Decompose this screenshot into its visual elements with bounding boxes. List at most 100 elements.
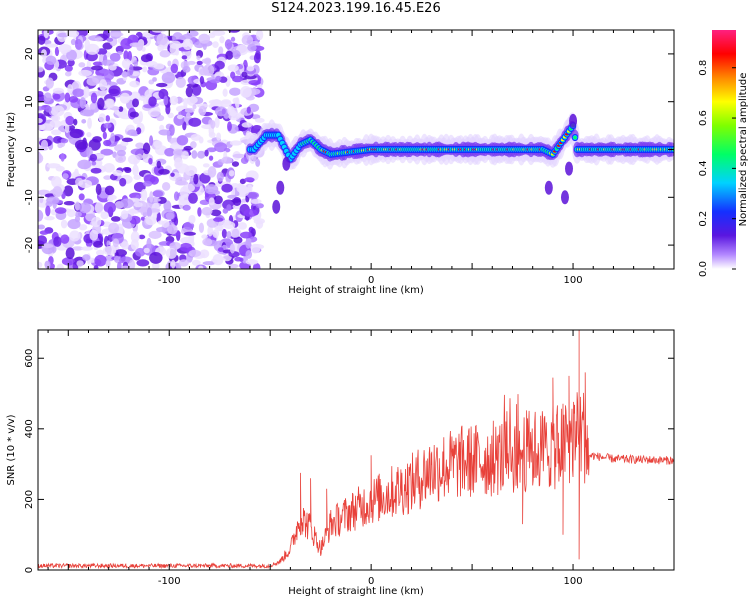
- noise-cell: [241, 71, 248, 78]
- noise-cell: [38, 35, 46, 45]
- noise-cell: [63, 201, 75, 206]
- colorbar-tick-label: 0.0: [698, 261, 709, 277]
- noise-cell: [188, 192, 198, 204]
- noise-cell: [69, 128, 84, 139]
- noise-cell: [225, 50, 234, 60]
- noise-cell: [100, 211, 109, 220]
- colorbar-tick-label: 0.2: [698, 211, 709, 227]
- noise-cell: [197, 207, 202, 217]
- noise-cell: [76, 30, 88, 37]
- noise-cell: [216, 171, 224, 182]
- signal-blob: [560, 190, 569, 205]
- noise-cell: [58, 43, 72, 53]
- noise-cell: [116, 261, 122, 269]
- noise-cell: [45, 106, 52, 113]
- y-axis-label: SNR (10 * v/v): [6, 414, 17, 485]
- noise-cell: [167, 224, 178, 235]
- noise-cell: [227, 194, 237, 199]
- noise-cell: [129, 64, 134, 76]
- noise-cell: [182, 38, 193, 50]
- noise-cell: [227, 64, 239, 72]
- noise-cell: [81, 119, 87, 124]
- plot-frame: [37, 329, 675, 571]
- noise-cell: [104, 185, 115, 196]
- noise-cell: [212, 229, 220, 238]
- noise-cell: [142, 151, 150, 163]
- noise-cell: [131, 71, 141, 77]
- noise-cell: [199, 172, 211, 184]
- noise-cell: [66, 209, 76, 218]
- noise-cell: [198, 105, 207, 116]
- noise-cell: [178, 197, 184, 209]
- noise-cell: [226, 204, 232, 212]
- noise-cell: [119, 92, 131, 104]
- x-tick-label: 100: [564, 275, 583, 286]
- noise-cell: [212, 253, 224, 266]
- noise-cell: [191, 259, 201, 266]
- noise-cell: [133, 59, 139, 67]
- y-tick-label: 400: [24, 419, 35, 438]
- noise-cell: [123, 50, 129, 61]
- noise-cell: [215, 75, 222, 82]
- noise-cell: [228, 170, 235, 177]
- noise-cell: [255, 219, 264, 229]
- noise-cell: [57, 142, 63, 149]
- noise-cell: [201, 234, 208, 239]
- x-axis-label: Height of straight line (km): [288, 586, 424, 597]
- noise-cell: [67, 59, 75, 67]
- noise-cell: [149, 191, 154, 203]
- noise-cell: [157, 196, 167, 204]
- signal-blob: [569, 113, 578, 128]
- noise-cell: [66, 49, 77, 61]
- noise-cell: [183, 145, 194, 151]
- noise-cell: [153, 63, 165, 70]
- noise-cell: [112, 238, 120, 248]
- noise-cell: [94, 37, 104, 42]
- y-tick-label: 200: [24, 490, 35, 509]
- noise-cell: [185, 112, 191, 119]
- y-tick-label: 0: [24, 567, 35, 573]
- noise-cell: [192, 104, 197, 110]
- noise-cell: [38, 261, 43, 269]
- noise-cell: [221, 228, 227, 239]
- noise-cell: [190, 141, 197, 149]
- noise-cell: [61, 257, 76, 266]
- noise-cell: [74, 38, 83, 50]
- noise-cell: [45, 205, 51, 217]
- spectrogram-cells: [38, 30, 674, 269]
- noise-cell: [103, 122, 112, 129]
- noise-cell: [167, 60, 172, 67]
- noise-cell: [232, 153, 246, 159]
- noise-cell: [213, 195, 223, 205]
- noise-cell: [239, 231, 253, 239]
- noise-cell: [38, 151, 42, 163]
- noise-cell: [172, 148, 183, 157]
- noise-cell: [190, 133, 202, 141]
- signal-blob: [565, 161, 574, 176]
- noise-cell: [128, 259, 136, 269]
- colorbar-tick-label: 0.8: [698, 60, 709, 76]
- noise-cell: [210, 120, 216, 129]
- noise-cell: [208, 155, 214, 161]
- noise-cell: [52, 93, 61, 100]
- noise-cell: [185, 86, 193, 98]
- noise-cell: [228, 30, 241, 33]
- noise-cell: [93, 265, 99, 269]
- colorbar: 0.0 0.2 0.4 0.6 0.8 Normalized spectral ampli…: [698, 30, 749, 277]
- noise-cell: [64, 123, 70, 134]
- noise-cell: [38, 118, 43, 124]
- noise-cell: [175, 76, 186, 88]
- noise-cell: [143, 247, 150, 254]
- noise-cell: [135, 142, 145, 149]
- noise-cell: [76, 260, 84, 267]
- noise-cell: [60, 138, 69, 144]
- noise-cell: [216, 132, 222, 141]
- noise-cell: [68, 95, 79, 103]
- noise-cell: [245, 130, 251, 140]
- noise-cell: [103, 201, 116, 214]
- noise-cell: [229, 243, 235, 254]
- noise-cell: [121, 241, 129, 250]
- noise-cell: [221, 108, 226, 115]
- noise-cell: [198, 33, 211, 44]
